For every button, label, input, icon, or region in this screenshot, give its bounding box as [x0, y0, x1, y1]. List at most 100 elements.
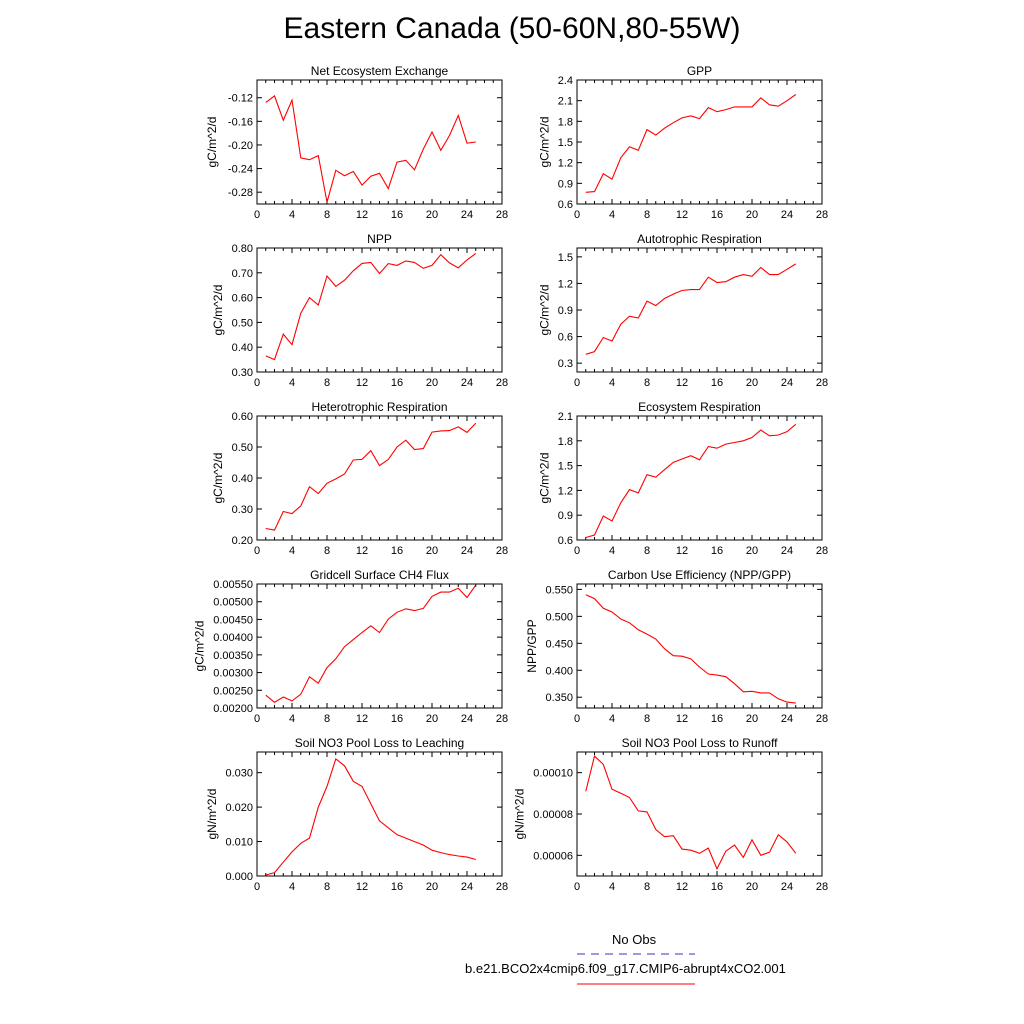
plot-frame — [576, 79, 823, 205]
panel-ecosystem-respiration: Ecosystem Respiration 0 4 8 12 16 20 24 28 0.6 0.9… — [537, 400, 828, 557]
x-tick-label: 24 — [781, 209, 793, 221]
y-tick-label: 0.9 — [558, 305, 573, 317]
x-tick-label: 8 — [644, 713, 650, 725]
y-tick-label: 0.6 — [558, 535, 573, 547]
y-tick-label: 1.8 — [558, 116, 573, 128]
y-axis-label: gC/m^2/d — [211, 285, 225, 336]
x-tick-label: 12 — [356, 209, 368, 221]
plot-frame — [576, 415, 823, 541]
plot-frame — [256, 583, 503, 709]
x-tick-label: 20 — [746, 881, 758, 893]
x-tick-label: 0 — [574, 545, 580, 557]
y-tick-label: 0.50 — [232, 442, 253, 454]
x-tick-label: 28 — [496, 545, 508, 557]
x-tick-label: 12 — [676, 881, 688, 893]
x-tick-label: 4 — [289, 545, 295, 557]
x-tick-label: 0 — [254, 713, 260, 725]
x-tick-label: 20 — [426, 209, 438, 221]
y-tick-label: -0.16 — [228, 116, 253, 128]
y-tick-label: 0.40 — [232, 473, 253, 485]
x-tick-label: 20 — [746, 377, 758, 389]
x-tick-label: 16 — [391, 209, 403, 221]
x-tick-label: 24 — [461, 545, 473, 557]
panel-title: Net Ecosystem Exchange — [311, 64, 449, 78]
y-axis-label: NPP/GPP — [525, 619, 539, 672]
plot-frame — [576, 247, 823, 373]
x-tick-label: 24 — [461, 881, 473, 893]
y-tick-label: 0.20 — [232, 535, 253, 547]
y-tick-label: 0.350 — [545, 692, 573, 704]
y-tick-label: 0.30 — [232, 367, 253, 379]
panel-gpp: GPP 0 4 8 12 16 20 24 28 0.6 0.9 1.2 1.5 1.8 2.1 2.4 gC/… — [537, 64, 828, 221]
y-tick-label: 1.2 — [558, 158, 573, 170]
panel-gridcell-surface-ch4-flux: Gridcell Surface CH4 Flux 0 4 8 12 16 20 24 28 0.… — [193, 568, 509, 725]
x-tick-label: 16 — [711, 209, 723, 221]
x-tick-label: 4 — [609, 881, 615, 893]
y-tick-label: 0.40 — [232, 342, 253, 354]
panel-soil-no3-pool-loss-to-leaching: Soil NO3 Pool Loss to Leaching 0 4 8 12 16 20 2… — [205, 736, 508, 893]
panel-npp: NPP 0 4 8 12 16 20 24 28 0.30 0.40 0.50 0.60 0.70 0.80… — [211, 232, 508, 389]
x-tick-label: 4 — [289, 209, 295, 221]
y-tick-label: 0.00400 — [213, 632, 253, 644]
x-tick-label: 20 — [746, 209, 758, 221]
y-tick-label: 1.8 — [558, 436, 573, 448]
y-tick-label: -0.12 — [228, 93, 253, 105]
x-tick-label: 24 — [461, 377, 473, 389]
x-tick-label: 24 — [461, 713, 473, 725]
y-tick-label: 0.030 — [225, 768, 253, 780]
x-tick-label: 16 — [391, 713, 403, 725]
x-tick-label: 8 — [324, 881, 330, 893]
page-title: Eastern Canada (50-60N,80-55W) — [283, 12, 741, 45]
series-line — [585, 594, 796, 704]
x-tick-label: 0 — [574, 377, 580, 389]
x-tick-label: 28 — [816, 377, 828, 389]
y-tick-label: 1.2 — [558, 485, 573, 497]
x-tick-label: 28 — [816, 713, 828, 725]
x-tick-label: 0 — [574, 713, 580, 725]
x-tick-label: 8 — [644, 209, 650, 221]
series-line — [265, 584, 477, 703]
plot-frame — [576, 583, 823, 709]
y-tick-label: 0.00008 — [533, 809, 573, 821]
y-tick-label: 0.000 — [225, 871, 253, 883]
x-tick-label: 24 — [781, 881, 793, 893]
panel-title: NPP — [367, 232, 392, 246]
x-tick-label: 20 — [426, 545, 438, 557]
y-tick-label: 0.00010 — [533, 768, 573, 780]
y-tick-label: 0.450 — [545, 638, 573, 650]
x-tick-label: 12 — [676, 377, 688, 389]
panel-title: Gridcell Surface CH4 Flux — [310, 568, 449, 582]
x-tick-label: 8 — [324, 545, 330, 557]
y-axis-label: gC/m^2/d — [537, 285, 551, 336]
y-tick-label: 1.5 — [558, 137, 573, 149]
x-tick-label: 16 — [711, 713, 723, 725]
y-axis-label: gC/m^2/d — [537, 117, 551, 168]
x-tick-label: 8 — [644, 377, 650, 389]
panel-soil-no3-pool-loss-to-runoff: Soil NO3 Pool Loss to Runoff 0 4 8 12 16 20 24 2… — [513, 736, 829, 893]
panel-title: Soil NO3 Pool Loss to Leaching — [295, 736, 464, 750]
panel-heterotrophic-respiration: Heterotrophic Respiration 0 4 8 12 16 20 24 28 0.… — [211, 400, 508, 557]
x-tick-label: 12 — [676, 713, 688, 725]
x-tick-label: 24 — [461, 209, 473, 221]
series-line — [585, 423, 797, 539]
plot-frame — [576, 751, 823, 877]
x-tick-label: 12 — [356, 377, 368, 389]
y-tick-label: 0.3 — [558, 358, 573, 370]
y-axis-label: gC/m^2/d — [205, 117, 219, 168]
series-line — [585, 755, 797, 871]
y-tick-label: 0.010 — [225, 837, 253, 849]
x-tick-label: 24 — [781, 545, 793, 557]
y-tick-label: 1.5 — [558, 461, 573, 473]
panel-title: GPP — [687, 64, 712, 78]
legend-model-label: b.e21.BCO2x4cmip6.f09_g17.CMIP6-abrupt4x… — [465, 961, 786, 976]
y-tick-label: 0.6 — [558, 332, 573, 344]
y-tick-label: 0.70 — [232, 268, 253, 280]
series-line — [265, 757, 476, 876]
series-line — [265, 95, 476, 203]
x-tick-label: 28 — [496, 377, 508, 389]
y-axis-label: gN/m^2/d — [513, 789, 527, 840]
plot-frame — [256, 79, 503, 205]
x-tick-label: 24 — [781, 713, 793, 725]
x-tick-label: 12 — [356, 545, 368, 557]
